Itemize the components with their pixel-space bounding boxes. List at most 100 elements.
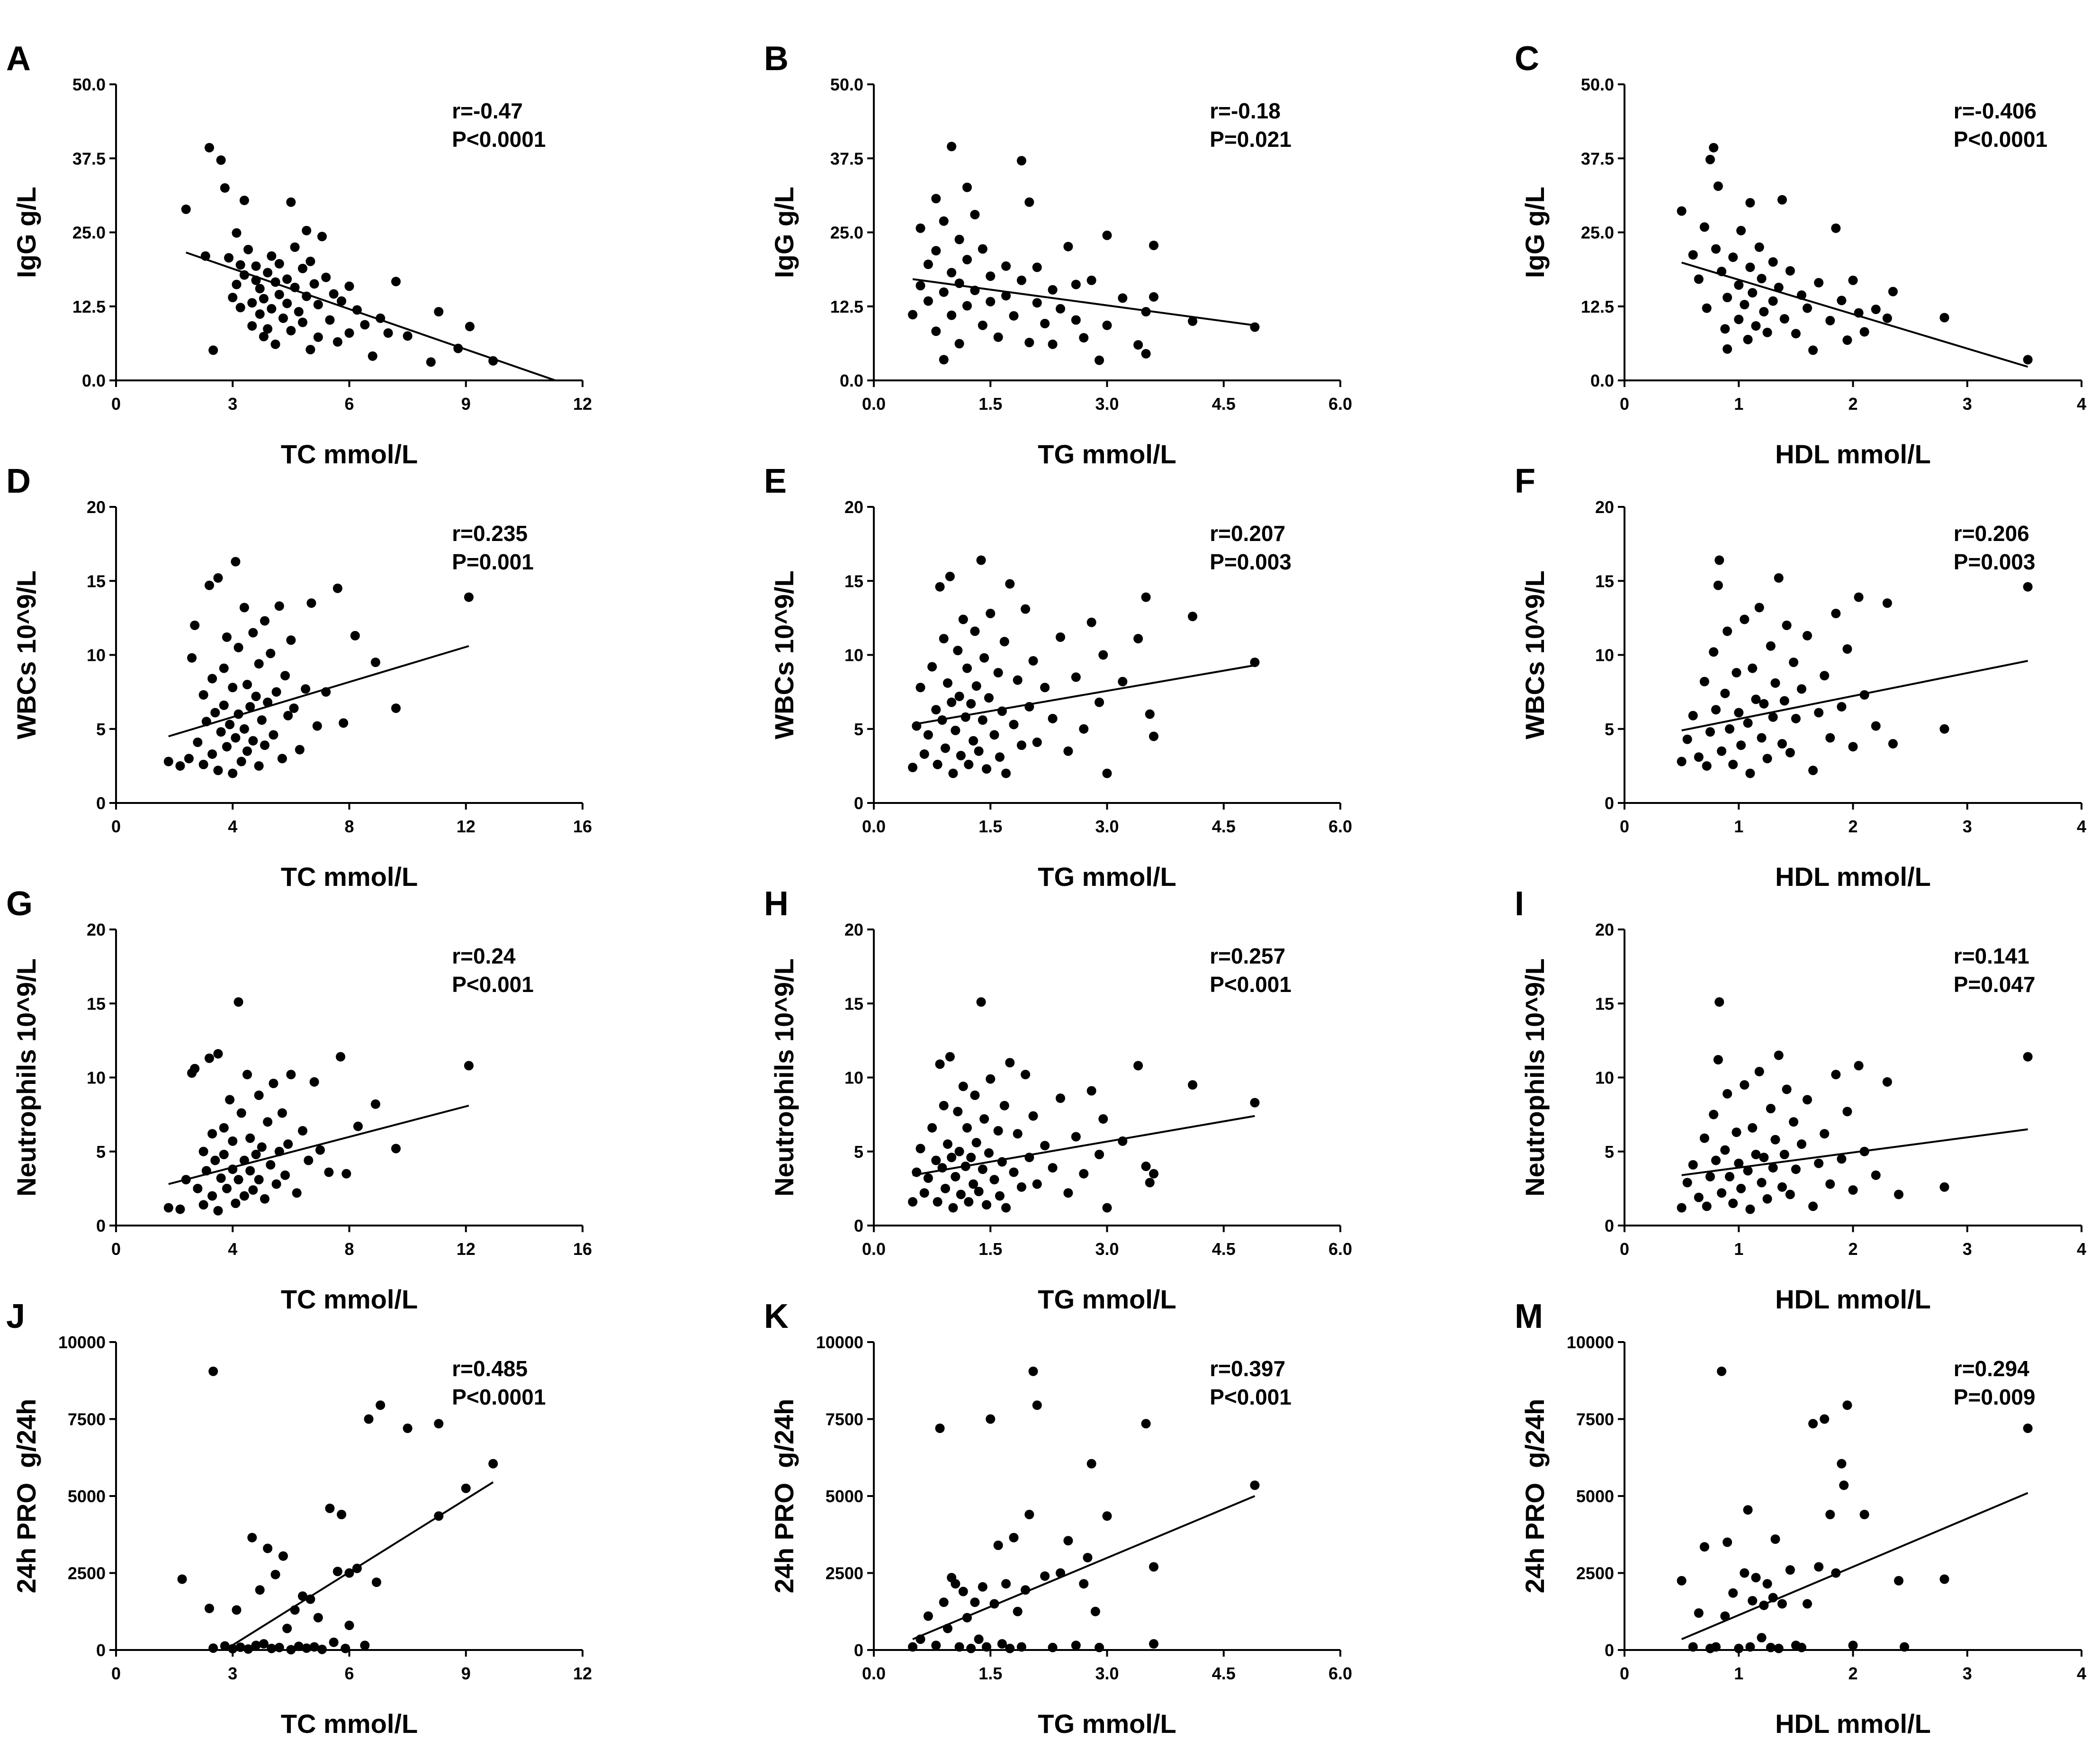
data-point	[953, 646, 963, 656]
data-point	[1825, 1179, 1835, 1189]
y-tick-label: 10	[844, 646, 863, 665]
data-point	[317, 232, 327, 242]
data-point	[962, 1123, 972, 1133]
data-point	[1814, 278, 1824, 288]
data-point	[999, 1100, 1009, 1110]
data-point	[1095, 1642, 1104, 1652]
data-point	[193, 737, 203, 747]
data-point	[1063, 1188, 1073, 1198]
data-point	[304, 1155, 314, 1165]
data-point	[1024, 1153, 1034, 1163]
regression-line	[1681, 1492, 2028, 1641]
data-point	[958, 1587, 968, 1596]
y-tick-label: 0.0	[82, 371, 106, 390]
data-point	[970, 626, 980, 636]
data-point	[235, 260, 245, 270]
data-point	[248, 628, 258, 638]
x-tick-label: 1	[1734, 394, 1743, 414]
data-point	[1079, 724, 1089, 734]
data-point	[1754, 603, 1764, 613]
y-axis-title: IgG g/L	[11, 187, 41, 278]
y-tick-label: 25.0	[830, 223, 863, 243]
data-point	[1040, 683, 1050, 693]
data-point	[933, 1197, 942, 1207]
data-point	[1032, 737, 1042, 747]
data-point	[243, 1644, 253, 1654]
data-point	[257, 1142, 267, 1152]
data-point	[1118, 293, 1128, 303]
panel-letter: J	[6, 1298, 25, 1335]
data-point	[263, 1543, 273, 1553]
data-point	[1848, 275, 1858, 285]
data-point	[263, 324, 273, 334]
data-point	[939, 287, 949, 297]
data-point	[231, 733, 241, 743]
regression-line	[912, 278, 1255, 326]
x-tick-label: 9	[461, 1664, 471, 1683]
data-point	[1717, 1366, 1727, 1376]
data-point	[923, 1173, 933, 1183]
y-tick-label: 37.5	[1581, 149, 1614, 168]
data-point	[1871, 1170, 1881, 1180]
data-point	[1032, 298, 1042, 308]
data-point	[1028, 1111, 1038, 1121]
r-value: r=-0.18	[1210, 99, 1281, 123]
y-tick-label: 0	[1605, 1216, 1614, 1235]
data-point	[1086, 275, 1096, 285]
data-point	[1740, 1568, 1750, 1578]
y-tick-label: 5000	[1576, 1487, 1614, 1506]
regression-line	[1681, 660, 2028, 731]
data-point	[305, 1594, 315, 1604]
data-point	[213, 1049, 223, 1059]
data-point	[251, 261, 261, 271]
x-tick-label: 0	[111, 394, 121, 414]
data-point	[1188, 1080, 1198, 1090]
data-point	[260, 1194, 269, 1204]
data-point	[947, 1153, 957, 1163]
data-point	[286, 326, 296, 335]
y-tick-label: 20	[1595, 920, 1614, 939]
data-point	[266, 649, 276, 658]
x-tick-label: 2	[1848, 394, 1858, 414]
data-point	[1939, 313, 1949, 323]
data-point	[184, 754, 194, 764]
data-point	[391, 1144, 401, 1154]
data-point	[1732, 668, 1741, 677]
data-point	[321, 272, 331, 282]
data-point	[175, 1204, 185, 1214]
data-point	[247, 298, 257, 308]
data-point	[915, 223, 925, 233]
data-point	[231, 1199, 241, 1208]
data-point	[1796, 1139, 1806, 1149]
data-point	[371, 1578, 381, 1587]
data-point	[1766, 1104, 1776, 1114]
y-tick-label: 15	[87, 994, 106, 1013]
data-point	[255, 1585, 265, 1595]
data-point	[966, 699, 976, 709]
x-axis-title: TC mmol/L	[281, 1284, 418, 1314]
data-point	[960, 1162, 970, 1171]
y-tick-label: 15	[87, 571, 106, 591]
data-point	[2023, 1052, 2033, 1062]
data-point	[984, 693, 994, 703]
data-point	[344, 328, 354, 338]
data-point	[352, 305, 362, 315]
data-point	[205, 580, 214, 590]
data-point	[951, 725, 960, 735]
data-point	[1803, 303, 1812, 313]
data-point	[1831, 1070, 1841, 1080]
data-point	[1694, 1192, 1704, 1202]
data-point	[1720, 324, 1730, 334]
x-tick-label: 6	[344, 1664, 354, 1683]
data-point	[177, 1574, 187, 1584]
data-point	[312, 721, 322, 731]
data-point	[939, 1100, 949, 1110]
data-point	[245, 702, 255, 712]
data-point	[1079, 1169, 1089, 1179]
data-point	[1743, 1166, 1753, 1176]
data-point	[232, 1605, 242, 1615]
data-point	[947, 142, 957, 152]
data-point	[1699, 1133, 1709, 1143]
data-point	[948, 768, 958, 778]
data-point	[915, 1634, 925, 1644]
